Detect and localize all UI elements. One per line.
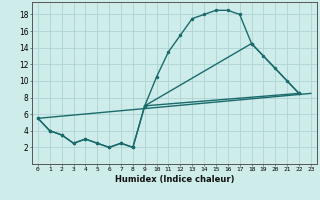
X-axis label: Humidex (Indice chaleur): Humidex (Indice chaleur) bbox=[115, 175, 234, 184]
